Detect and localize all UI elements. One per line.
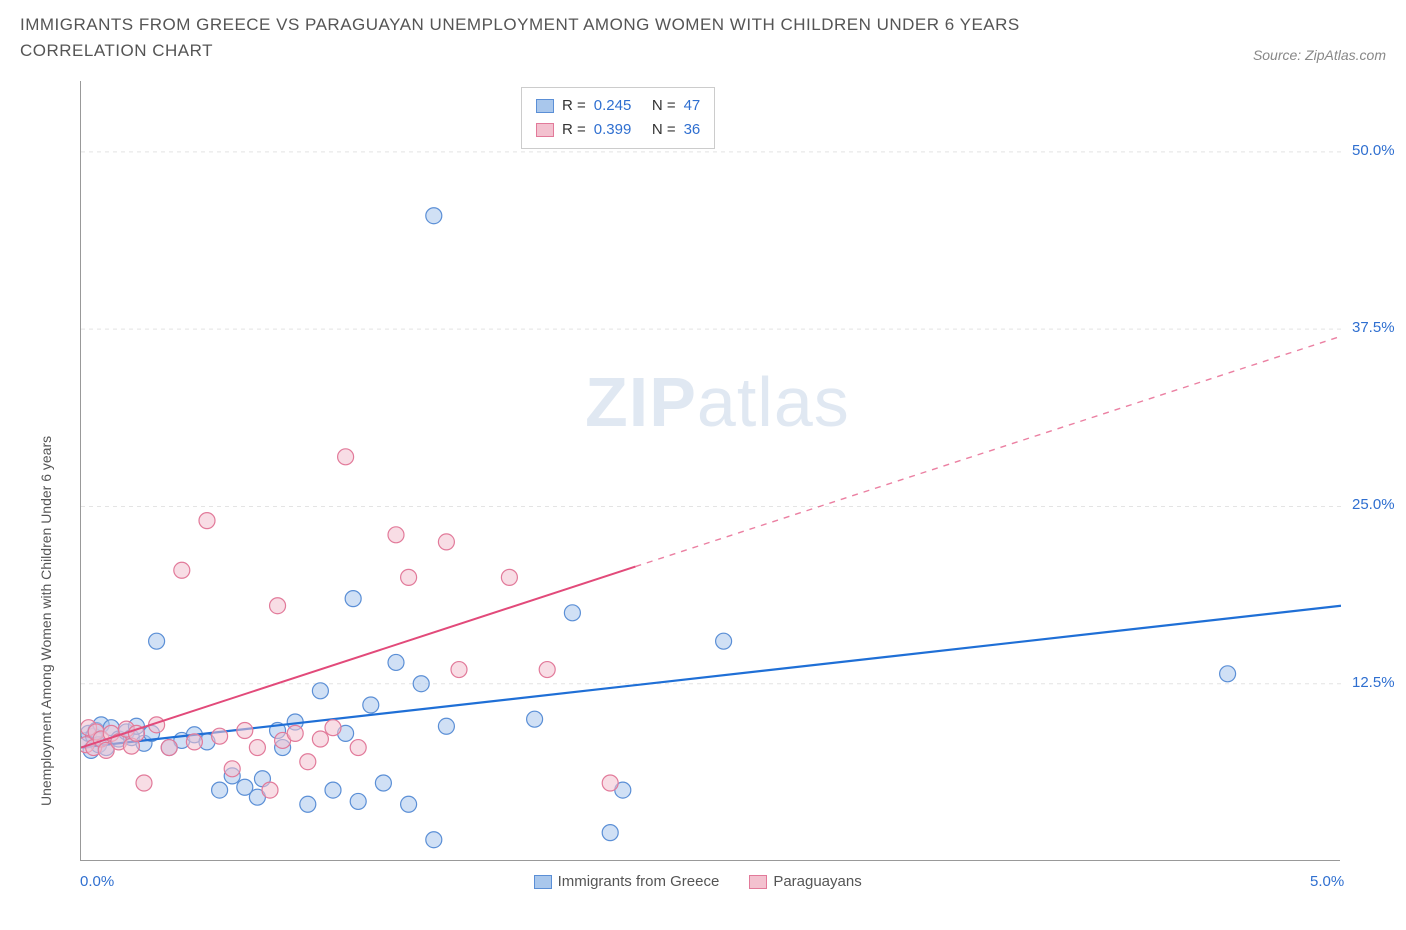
header: IMMIGRANTS FROM GREECE VS PARAGUAYAN UNE… (0, 0, 1406, 71)
chart-title: IMMIGRANTS FROM GREECE VS PARAGUAYAN UNE… (20, 12, 1120, 63)
plot-area: ZIPatlas R = 0.245 N = 47R = 0.399 N = 3… (80, 81, 1340, 861)
y-axis-label: Unemployment Among Women with Children U… (38, 436, 54, 806)
plot-svg (81, 81, 1341, 861)
chart-container: Unemployment Among Women with Children U… (20, 81, 1406, 921)
legend-series: Immigrants from Greece Paraguayans (534, 873, 862, 890)
y-tick-label: 50.0% (1352, 142, 1395, 159)
y-tick-label: 37.5% (1352, 319, 1395, 336)
legend-stats: R = 0.245 N = 47R = 0.399 N = 36 (521, 87, 715, 149)
x-tick-label: 0.0% (80, 873, 114, 890)
legend-series-item: Immigrants from Greece (534, 873, 720, 890)
source-label: Source: ZipAtlas.com (1253, 47, 1386, 63)
legend-stats-row: R = 0.399 N = 36 (536, 118, 700, 142)
x-tick-label: 5.0% (1310, 873, 1344, 890)
legend-stats-row: R = 0.245 N = 47 (536, 94, 700, 118)
legend-series-item: Paraguayans (749, 873, 861, 890)
y-tick-label: 25.0% (1352, 496, 1395, 513)
y-tick-label: 12.5% (1352, 674, 1395, 691)
